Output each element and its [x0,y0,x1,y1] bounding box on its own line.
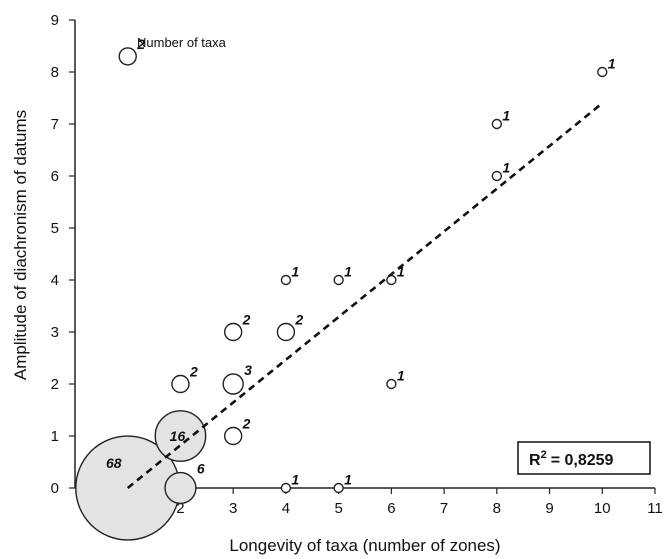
x-tick-label: 8 [493,500,501,517]
y-tick-label: 9 [51,12,59,29]
trendline [126,102,604,490]
y-tick-label: 8 [51,64,59,81]
data-bubble [276,322,296,342]
x-tick-label: 11 [647,500,663,517]
data-bubble [333,274,344,286]
bubble-count-label: 1 [344,264,352,280]
bubble-count-label: 1 [291,472,299,488]
bubble-count-label: 2 [136,36,145,52]
bubble-count-label: 2 [242,416,251,432]
data-bubble [164,471,197,505]
data-bubble [386,378,397,390]
y-tick-label: 1 [51,428,59,445]
data-bubble [223,426,243,446]
data-bubble [154,410,207,462]
x-tick-label: 4 [282,500,290,517]
y-tick-label: 0 [51,480,59,497]
bubble-count-label: 1 [608,56,616,72]
bubble-count-label: 2 [294,312,303,328]
y-tick-label: 5 [51,220,59,237]
y-axis-title: Amplitude of diachronism of datums [11,110,30,380]
data-bubble [280,274,292,286]
data-bubble [223,322,243,342]
bubble-count-label: 1 [344,472,352,488]
bubble-count-label: 68 [106,455,122,471]
r-squared-value: = 0,8259 [551,452,614,469]
bubble-count-label: 1 [291,264,299,280]
r-squared-superscript: 2 [541,449,547,461]
x-tick-label: 7 [440,500,448,517]
trendline-layer [126,102,604,490]
y-tick-label: 2 [51,376,59,393]
data-bubble [597,66,608,78]
bubble-count-label: 1 [397,368,405,384]
x-tick-label: 10 [594,500,611,517]
x-tick-label: 9 [545,500,553,517]
data-bubble [491,170,503,182]
x-axis-ticks: 1234567891011 [124,488,663,517]
x-tick-label: 6 [387,500,395,517]
bubble-count-label: 2 [242,312,251,328]
y-tick-label: 6 [51,168,59,185]
bubbles-layer [75,47,608,541]
bubble-count-label: 1 [502,160,510,176]
r-squared-label: R2 = 0,8259 [529,449,614,469]
y-tick-label: 4 [51,272,59,289]
bubble-count-label: 2 [189,364,198,380]
y-tick-label: 3 [51,324,59,341]
data-bubble [333,482,344,494]
bubble-count-label: 16 [170,428,186,444]
data-bubble [386,274,397,286]
axes-layer [74,20,655,489]
x-axis-title: Longevity of taxa (number of zones) [229,536,500,555]
bubble-count-label: 1 [502,108,510,124]
bubble-size-legend: Number of taxa [137,35,227,50]
y-axis-ticks: 0 1 2 3 4 5 6 7 8 9 [51,12,75,497]
bubble-count-label: 6 [197,461,205,477]
r-squared-letter: R [529,452,541,469]
count-labels-layer: 2 1 1 1 1 1 1 2 2 2 3 1 16 2 68 6 1 1 [106,36,616,488]
x-tick-label: 5 [334,500,342,517]
r-squared-box: R2 = 0,8259 [517,441,651,475]
data-bubble [280,482,292,494]
x-tick-label: 2 [176,500,184,517]
data-bubble [118,47,137,66]
y-tick-label: 7 [51,116,59,133]
data-bubble [491,118,503,130]
bubble-count-label: 1 [397,264,405,280]
data-bubble [171,374,190,394]
x-tick-label: 3 [229,500,237,517]
bubble-count-label: 3 [244,362,252,378]
data-bubble [222,373,244,395]
r-squared-frame [517,441,651,475]
